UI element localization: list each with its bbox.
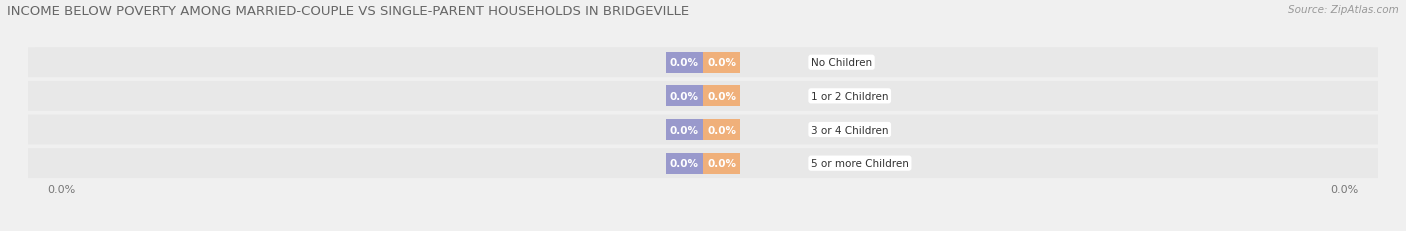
FancyBboxPatch shape (21, 115, 1385, 145)
FancyBboxPatch shape (21, 149, 1385, 178)
Text: 0.0%: 0.0% (707, 91, 737, 101)
Bar (703, 86, 740, 107)
Text: 0.0%: 0.0% (669, 91, 699, 101)
Text: No Children: No Children (811, 58, 872, 68)
FancyBboxPatch shape (21, 48, 1385, 78)
Bar (703, 153, 740, 174)
Text: 1 or 2 Children: 1 or 2 Children (811, 91, 889, 101)
FancyBboxPatch shape (21, 82, 1385, 111)
Bar (703, 53, 740, 73)
Text: 0.0%: 0.0% (707, 158, 737, 168)
Bar (666, 120, 703, 140)
Text: 0.0%: 0.0% (707, 58, 737, 68)
Bar (703, 120, 740, 140)
Text: 0.0%: 0.0% (669, 125, 699, 135)
Text: Source: ZipAtlas.com: Source: ZipAtlas.com (1288, 5, 1399, 15)
Text: 0.0%: 0.0% (707, 125, 737, 135)
Bar (666, 53, 703, 73)
Text: 3 or 4 Children: 3 or 4 Children (811, 125, 889, 135)
Text: 0.0%: 0.0% (669, 158, 699, 168)
Bar (666, 153, 703, 174)
Text: 0.0%: 0.0% (669, 58, 699, 68)
Text: 5 or more Children: 5 or more Children (811, 158, 908, 168)
Text: INCOME BELOW POVERTY AMONG MARRIED-COUPLE VS SINGLE-PARENT HOUSEHOLDS IN BRIDGEV: INCOME BELOW POVERTY AMONG MARRIED-COUPL… (7, 5, 689, 18)
Bar (666, 86, 703, 107)
